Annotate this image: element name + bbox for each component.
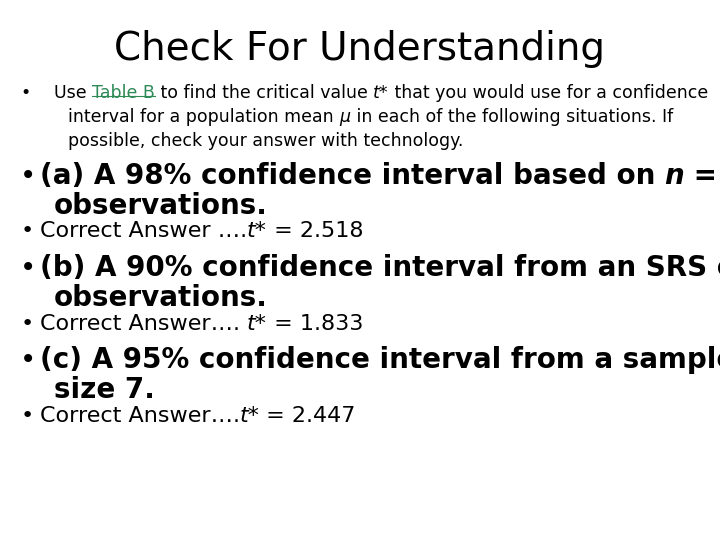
Text: = 2.447: = 2.447 xyxy=(259,406,356,426)
Text: Table B: Table B xyxy=(92,84,155,102)
Text: μ: μ xyxy=(340,108,351,126)
Text: observations.: observations. xyxy=(54,192,268,220)
Text: n: n xyxy=(665,162,684,190)
Text: interval for a population mean: interval for a population mean xyxy=(68,108,340,126)
Text: Check For Understanding: Check For Understanding xyxy=(114,30,606,68)
Text: •: • xyxy=(20,406,33,426)
Text: (a) A 98% confidence interval based on: (a) A 98% confidence interval based on xyxy=(40,162,665,190)
Text: t*: t* xyxy=(247,221,266,241)
Text: •: • xyxy=(20,254,37,282)
Text: •: • xyxy=(20,346,37,374)
Text: •: • xyxy=(20,162,37,190)
Text: t*: t* xyxy=(240,406,259,426)
Text: •: • xyxy=(20,84,30,102)
Text: = 1.833: = 1.833 xyxy=(266,314,363,334)
Text: •: • xyxy=(20,314,33,334)
Text: = 22: = 22 xyxy=(684,162,720,190)
Text: t*: t* xyxy=(374,84,389,102)
Text: Correct Answer ….: Correct Answer …. xyxy=(40,221,247,241)
Text: size 7.: size 7. xyxy=(54,376,155,404)
Text: observations.: observations. xyxy=(54,284,268,312)
Text: t*: t* xyxy=(247,314,266,334)
Text: •: • xyxy=(20,221,33,241)
Text: = 2.518: = 2.518 xyxy=(266,221,363,241)
Text: Correct Answer….: Correct Answer…. xyxy=(40,314,247,334)
Text: Correct Answer….: Correct Answer…. xyxy=(40,406,240,426)
Text: to find the critical value: to find the critical value xyxy=(155,84,374,102)
Text: (c) A 95% confidence interval from a sample of: (c) A 95% confidence interval from a sam… xyxy=(40,346,720,374)
Text: Use: Use xyxy=(54,84,92,102)
Text: possible, check your answer with technology.: possible, check your answer with technol… xyxy=(68,132,464,150)
Text: that you would use for a confidence: that you would use for a confidence xyxy=(389,84,708,102)
Text: (b) A 90% confidence interval from an SRS of 10: (b) A 90% confidence interval from an SR… xyxy=(40,254,720,282)
Text: in each of the following situations. If: in each of the following situations. If xyxy=(351,108,672,126)
